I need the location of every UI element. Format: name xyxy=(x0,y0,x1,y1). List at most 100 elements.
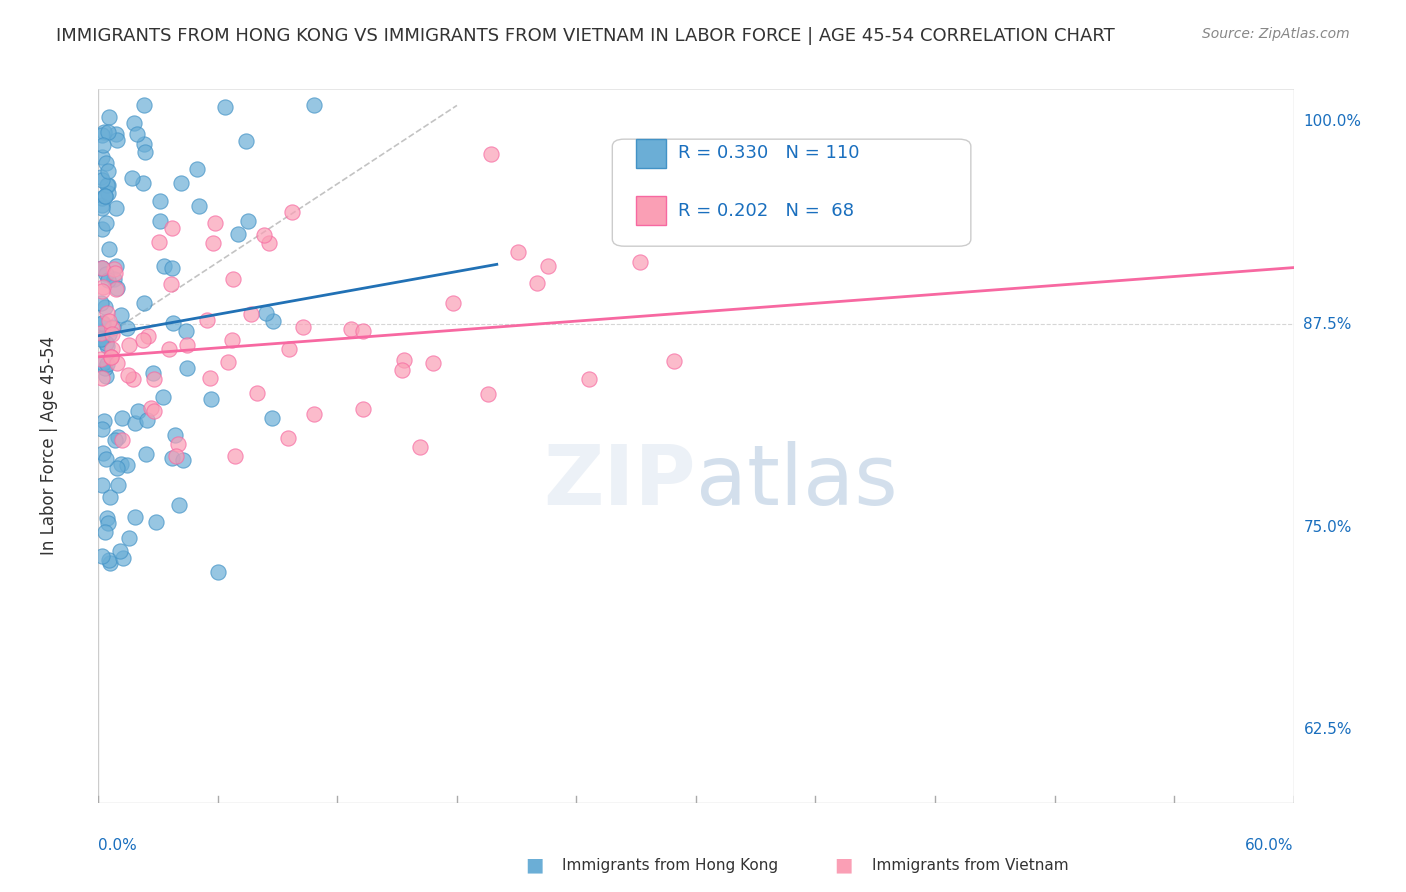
Point xyxy=(201,235,224,250)
Point xyxy=(104,282,127,296)
Point xyxy=(132,98,155,112)
Point xyxy=(162,316,184,330)
Point xyxy=(479,147,502,161)
Point xyxy=(91,446,114,460)
Point xyxy=(90,326,112,341)
Point xyxy=(91,280,114,294)
Point xyxy=(340,321,363,335)
Point xyxy=(91,316,114,330)
Point xyxy=(111,410,134,425)
Point xyxy=(143,372,166,386)
Point xyxy=(148,235,170,249)
Point xyxy=(160,221,183,235)
Text: 87.5%: 87.5% xyxy=(1303,317,1351,332)
Point xyxy=(111,433,134,447)
Point xyxy=(91,260,114,275)
Point xyxy=(422,356,444,370)
Point xyxy=(127,127,149,141)
Point xyxy=(170,176,193,190)
Point xyxy=(98,313,121,327)
Point xyxy=(91,549,114,563)
Text: Source: ZipAtlas.com: Source: ZipAtlas.com xyxy=(1202,27,1350,41)
Point xyxy=(352,324,374,338)
Point xyxy=(96,510,118,524)
Point xyxy=(107,478,129,492)
Point xyxy=(163,427,186,442)
Point xyxy=(91,371,114,385)
Point xyxy=(96,306,118,320)
Point xyxy=(96,178,118,193)
Point xyxy=(142,403,165,417)
Point xyxy=(91,221,114,235)
Bar xyxy=(636,196,666,225)
Point xyxy=(176,360,198,375)
Point xyxy=(254,306,277,320)
Point xyxy=(187,198,209,212)
Point xyxy=(90,352,112,367)
Point xyxy=(277,431,299,445)
Point xyxy=(246,385,269,400)
Point xyxy=(107,430,129,444)
Point xyxy=(238,213,260,227)
Point xyxy=(98,557,121,571)
Point xyxy=(117,368,139,382)
Point xyxy=(139,401,162,416)
Point xyxy=(257,235,280,250)
Point xyxy=(578,372,600,386)
Point xyxy=(94,268,117,282)
Point xyxy=(207,566,229,580)
Point xyxy=(132,137,155,152)
Point xyxy=(94,336,117,351)
Point xyxy=(105,356,128,370)
Point xyxy=(111,550,134,565)
Point xyxy=(91,330,114,344)
Point xyxy=(90,191,112,205)
Point xyxy=(94,189,117,203)
Text: 62.5%: 62.5% xyxy=(1303,723,1353,738)
Point xyxy=(441,295,464,310)
Point xyxy=(103,320,125,334)
Text: Immigrants from Hong Kong: Immigrants from Hong Kong xyxy=(562,858,779,872)
Point xyxy=(409,440,432,454)
Point xyxy=(195,313,218,327)
Text: ■: ■ xyxy=(834,855,853,875)
Point xyxy=(90,201,112,215)
Point xyxy=(392,353,415,368)
Point xyxy=(280,204,302,219)
Point xyxy=(302,407,325,421)
Point xyxy=(96,339,118,353)
Point xyxy=(90,285,112,299)
Text: R = 0.202   N =  68: R = 0.202 N = 68 xyxy=(678,202,853,219)
Point xyxy=(224,449,246,463)
Point xyxy=(124,510,146,524)
Point xyxy=(262,411,284,425)
Point xyxy=(823,153,845,167)
Point xyxy=(94,360,117,375)
Point xyxy=(105,281,128,295)
Point xyxy=(103,261,125,276)
Text: atlas: atlas xyxy=(696,442,897,522)
Point xyxy=(91,260,114,275)
Point xyxy=(91,328,114,343)
Text: 100.0%: 100.0% xyxy=(1303,114,1361,129)
Point xyxy=(104,201,127,215)
Point xyxy=(304,98,326,112)
Point xyxy=(165,449,187,463)
Point xyxy=(110,458,132,472)
Point xyxy=(97,110,120,124)
Point xyxy=(96,357,118,371)
Point xyxy=(97,178,120,192)
Point xyxy=(135,447,157,461)
Point xyxy=(662,354,685,368)
Point xyxy=(98,242,121,256)
Point xyxy=(352,401,374,416)
Point xyxy=(103,272,125,286)
Point xyxy=(198,371,221,385)
Point xyxy=(262,314,284,328)
Point xyxy=(134,295,156,310)
Point xyxy=(94,155,117,169)
Point xyxy=(97,125,120,139)
Point xyxy=(118,337,141,351)
Point xyxy=(91,478,114,492)
Point xyxy=(149,194,172,208)
